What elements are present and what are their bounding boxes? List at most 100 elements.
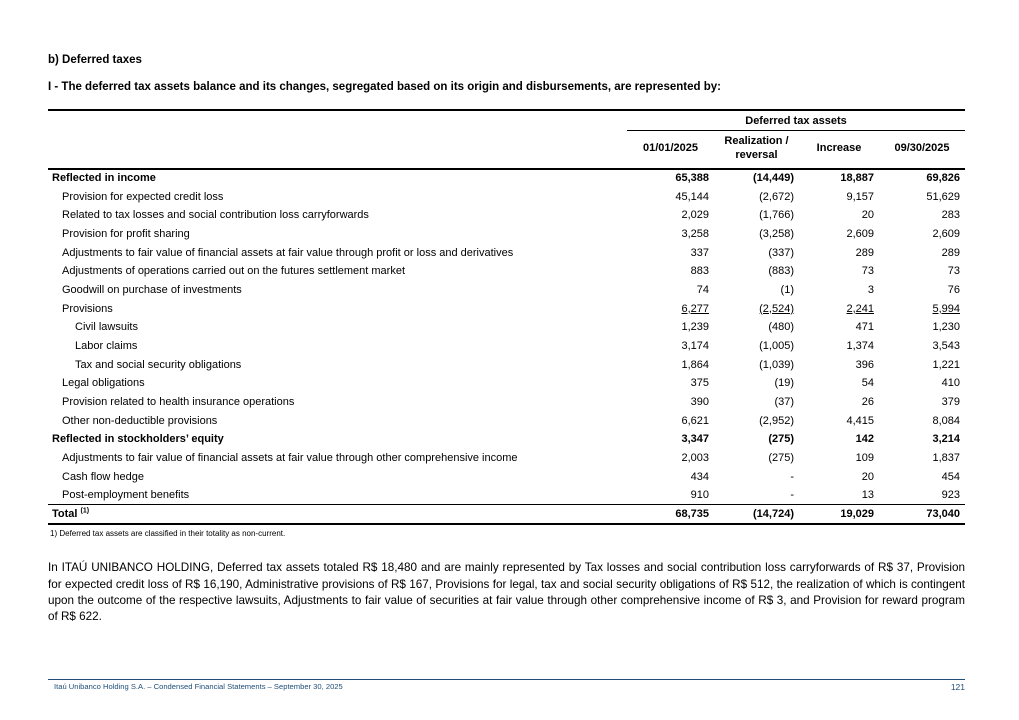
cell-value: (2,524): [759, 302, 794, 315]
table-footnote: 1) Deferred tax assets are classified in…: [50, 529, 286, 539]
cell-value: 396: [855, 358, 874, 371]
cell-value: (19): [774, 377, 794, 390]
table-row: Provision for profit sharing 3,258 (3,258)…: [48, 225, 965, 244]
group-header-row: Deferred tax assets: [48, 110, 966, 131]
row-label: Cash flow hedge: [62, 470, 144, 483]
page-footer: Itaú Unibanco Holding S.A. – Condensed F…: [48, 679, 965, 692]
cell-value: 910: [690, 489, 709, 502]
cell-value: 1,374: [846, 340, 874, 353]
cell-value: 3,347: [681, 433, 709, 446]
cell-value: 2,241: [846, 302, 874, 315]
footer-divider: [48, 679, 965, 680]
cell-value: 3,543: [932, 340, 961, 353]
cell-value: 142: [855, 433, 874, 446]
table-caption: I - The deferred tax assets balance and …: [48, 81, 721, 93]
table-row: Provision for expected credit loss 45,144…: [48, 187, 965, 206]
section-title: b) Deferred taxes: [48, 54, 142, 66]
cell-value: (14,724): [714, 504, 799, 526]
cell-value: 434: [690, 470, 709, 483]
footer-row: Itaú Unibanco Holding S.A. – Condensed F…: [48, 680, 965, 692]
cell-value: 6,277: [681, 302, 709, 315]
cell-value: 74: [696, 283, 709, 296]
table-row: Cash flow hedge 434 - 20 454: [48, 468, 965, 487]
cell-value: 13: [861, 489, 874, 502]
table-row: Adjustments to fair value of financial a…: [48, 243, 965, 262]
cell-value: 3: [867, 283, 874, 296]
cell-value: (337): [768, 246, 794, 259]
row-label: Adjustments to fair value of financial a…: [62, 246, 514, 259]
page-number: 121: [950, 682, 965, 692]
cell-value: (1): [780, 283, 794, 296]
cell-value: -: [790, 470, 794, 483]
cell-value: 1,230: [932, 321, 961, 334]
column-header-realization: Realization / reversal: [714, 130, 799, 170]
cell-value: 454: [941, 470, 961, 483]
table-row: Other non-deductible provisions 6,621 (2,9…: [48, 411, 965, 430]
cell-value: 289: [855, 246, 874, 259]
row-label: Provisions: [62, 302, 113, 315]
row-label: Tax and social security obligations: [75, 358, 242, 371]
cell-value: (2,952): [759, 414, 794, 427]
table-row: Legal obligations 375 (19) 54 410: [48, 374, 965, 393]
cell-value: 283: [941, 209, 961, 222]
row-label: Adjustments of operations carried out on…: [62, 265, 406, 278]
cell-value: (275): [768, 452, 794, 465]
table-row: Provisions 6,277 (2,524) 2,241 5,994: [48, 299, 965, 318]
column-header-opening: 01/01/2025: [627, 130, 714, 170]
cell-value: 1,864: [681, 358, 709, 371]
footnote-marker: (1): [80, 507, 90, 515]
row-label: Labor claims: [75, 340, 138, 353]
deferred-tax-assets-table: Deferred tax assets 01/01/2025 Realizati…: [48, 109, 966, 526]
table-row: Reflected in stockholders’ equity 3,347 (2…: [48, 430, 965, 449]
cell-value: 68,735: [627, 504, 714, 526]
cell-value: (2,672): [759, 190, 794, 203]
cell-value: 19,029: [799, 504, 879, 526]
cell-value: (1,039): [759, 358, 794, 371]
cell-value: 73: [947, 265, 961, 278]
row-label: Post-employment benefits: [62, 489, 190, 502]
table-row: Goodwill on purchase of investments 74 (1)…: [48, 281, 965, 300]
cell-value: 8,084: [932, 414, 961, 427]
cell-value: 289: [941, 246, 961, 259]
column-header-closing: 09/30/2025: [879, 130, 966, 170]
table-body: Reflected in income 65,388 (14,449) 18,887 6…: [48, 169, 966, 526]
footer-text: Itaú Unibanco Holding S.A. – Condensed F…: [54, 682, 343, 691]
table-row: Civil lawsuits 1,239 (480) 471 1,230: [48, 318, 965, 337]
table-row: Tax and social security obligations 1,864…: [48, 355, 965, 374]
cell-value: (1,766): [759, 209, 794, 222]
cell-value: 1,221: [932, 358, 961, 371]
cell-value: 18,887: [840, 172, 874, 185]
group-header-label: Deferred tax assets: [627, 110, 966, 131]
row-label: Related to tax losses and social contrib…: [62, 209, 369, 222]
row-label: Provision related to health insurance op…: [62, 396, 295, 409]
row-label: Adjustments to fair value of financial a…: [62, 452, 518, 465]
cell-value: 471: [855, 321, 874, 334]
cell-value: 410: [941, 377, 961, 390]
table-row: Provision related to health insurance op…: [48, 393, 965, 412]
cell-value: 20: [861, 470, 874, 483]
table-row: Adjustments to fair value of financial a…: [48, 449, 965, 468]
cell-value: -: [790, 489, 794, 502]
cell-value: 3,258: [681, 227, 709, 240]
cell-value: 45,144: [675, 190, 709, 203]
row-label: Provision for expected credit loss: [62, 190, 224, 203]
cell-value: 3,174: [681, 340, 709, 353]
cell-value: 73,040: [879, 504, 966, 526]
cell-value: 20: [861, 209, 874, 222]
table-row: Reflected in income 65,388 (14,449) 18,887 6…: [48, 169, 965, 188]
table-total-row: Total (1) 68,735 (14,724) 19,029 73,040: [48, 504, 966, 526]
row-label: Civil lawsuits: [75, 321, 138, 334]
table-row: Labor claims 3,174 (1,005) 1,374 3,543: [48, 337, 965, 356]
table-row: Post-employment benefits 910 - 13 923: [48, 486, 965, 505]
column-header-increase: Increase: [799, 130, 879, 170]
row-label: Total (1): [48, 504, 627, 526]
cell-value: 51,629: [926, 190, 961, 203]
table-row: Adjustments of operations carried out on…: [48, 262, 965, 281]
cell-value: (3,258): [759, 227, 794, 240]
cell-value: 54: [861, 377, 874, 390]
cell-value: 3,214: [932, 433, 961, 446]
page-content: b) Deferred taxes I - The deferred tax a…: [48, 54, 966, 623]
cell-value: 923: [941, 489, 961, 502]
cell-value: 1,837: [932, 452, 961, 465]
